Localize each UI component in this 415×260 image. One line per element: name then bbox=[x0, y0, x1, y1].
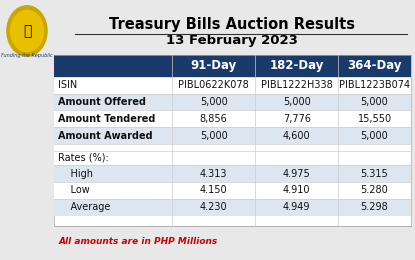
Text: 5,000: 5,000 bbox=[200, 131, 227, 141]
Text: High: High bbox=[58, 168, 93, 179]
Text: 5,000: 5,000 bbox=[200, 97, 227, 107]
Text: Treasury Bills Auction Results: Treasury Bills Auction Results bbox=[110, 17, 355, 32]
Text: 15,550: 15,550 bbox=[357, 114, 392, 124]
Circle shape bbox=[10, 10, 44, 51]
Text: 5.298: 5.298 bbox=[361, 202, 388, 212]
Text: 4.910: 4.910 bbox=[283, 185, 310, 196]
Text: 4.150: 4.150 bbox=[200, 185, 227, 196]
Text: 8,856: 8,856 bbox=[200, 114, 227, 124]
Text: PIBL1223B074: PIBL1223B074 bbox=[339, 80, 410, 90]
Text: 5,000: 5,000 bbox=[361, 97, 388, 107]
Text: Amount Offered: Amount Offered bbox=[58, 97, 146, 107]
Text: PIBL0622K078: PIBL0622K078 bbox=[178, 80, 249, 90]
Text: Rates (%):: Rates (%): bbox=[58, 153, 109, 163]
Text: ISIN: ISIN bbox=[58, 80, 77, 90]
Text: Funding the Republic: Funding the Republic bbox=[1, 53, 53, 58]
Text: PIBL1222H338: PIBL1222H338 bbox=[261, 80, 332, 90]
Text: Average: Average bbox=[58, 202, 110, 212]
Text: 4.230: 4.230 bbox=[200, 202, 227, 212]
Text: 364-Day: 364-Day bbox=[347, 59, 402, 72]
Text: 4.975: 4.975 bbox=[283, 168, 310, 179]
Circle shape bbox=[7, 6, 47, 56]
Text: 4.313: 4.313 bbox=[200, 168, 227, 179]
Text: 🦅: 🦅 bbox=[23, 24, 31, 38]
Text: 5.280: 5.280 bbox=[361, 185, 388, 196]
Text: Amount Tendered: Amount Tendered bbox=[58, 114, 156, 124]
Text: 4.949: 4.949 bbox=[283, 202, 310, 212]
Text: 13 February 2023: 13 February 2023 bbox=[166, 34, 298, 47]
Text: 91-Day: 91-Day bbox=[190, 59, 237, 72]
Text: 5,000: 5,000 bbox=[283, 97, 310, 107]
Text: 5,000: 5,000 bbox=[361, 131, 388, 141]
Text: 4,600: 4,600 bbox=[283, 131, 310, 141]
Text: All amounts are in PHP Millions: All amounts are in PHP Millions bbox=[58, 237, 217, 246]
Text: 7,776: 7,776 bbox=[283, 114, 311, 124]
Text: 5.315: 5.315 bbox=[361, 168, 388, 179]
Text: 182-Day: 182-Day bbox=[269, 59, 324, 72]
Text: Amount Awarded: Amount Awarded bbox=[58, 131, 153, 141]
Text: Low: Low bbox=[58, 185, 90, 196]
